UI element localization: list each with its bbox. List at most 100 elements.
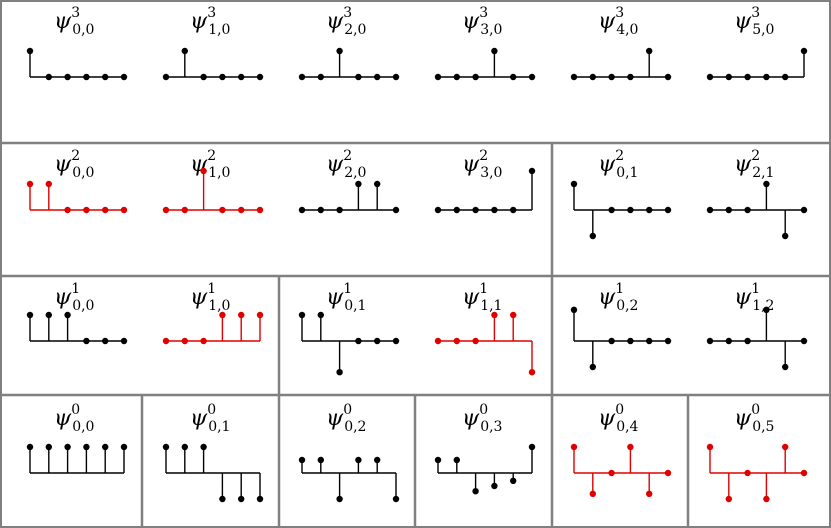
stem-plot-3-5-0: ψ3 5,0 xyxy=(706,5,808,81)
stem-marker xyxy=(763,73,770,81)
basis-label: ψ0 0,0 xyxy=(54,402,94,435)
stem-marker xyxy=(298,206,306,214)
stem-marker xyxy=(491,47,498,55)
stem-marker xyxy=(45,311,52,319)
stem-marker xyxy=(510,73,517,81)
stem-marker xyxy=(725,73,732,81)
stem-marker xyxy=(355,456,362,464)
stem-plot-3-2-0: ψ3 2,0 xyxy=(298,5,400,81)
stem-marker xyxy=(102,443,109,451)
basis-label: ψ3 2,0 xyxy=(326,5,366,38)
stem-marker xyxy=(706,73,714,81)
stem-marker xyxy=(219,73,226,81)
stem-plot-2-3-0: ψ2 3,0 xyxy=(434,148,536,214)
stem-marker xyxy=(181,206,188,214)
stem-marker xyxy=(219,495,226,503)
stem-plot-3-0-0: ψ3 0,0 xyxy=(26,5,128,81)
stem-marker xyxy=(219,206,226,214)
stem-marker xyxy=(664,337,672,345)
stem-marker xyxy=(120,73,128,81)
cell: ψ1 0,0 ψ1 1,0 xyxy=(26,281,264,345)
stem-marker xyxy=(317,456,324,464)
stem-marker xyxy=(570,443,578,451)
cell: ψ3 0,0 ψ3 1,0 ψ3 2,0 ψ3 3,0 ψ3 4,0 ψ3 5,0 xyxy=(26,5,808,81)
basis-label: ψ1 0,2 xyxy=(598,281,638,314)
cell: ψ1 0,1 ψ1 1,1 xyxy=(298,281,536,376)
stem-marker xyxy=(453,337,460,345)
stem-marker xyxy=(434,73,442,81)
stem-marker xyxy=(102,206,109,214)
stem-marker xyxy=(491,482,498,490)
stem-marker xyxy=(800,469,808,477)
stem-marker xyxy=(800,337,808,345)
stem-marker xyxy=(238,495,245,503)
cell: ψ2 0,0 ψ2 1,0 ψ2 2,0 ψ2 3,0 xyxy=(26,148,536,214)
stem-marker xyxy=(782,73,789,81)
stem-plot-1-0-2: ψ1 0,2 xyxy=(570,281,672,371)
stem-marker xyxy=(570,73,578,81)
stem-marker xyxy=(64,443,71,451)
cell: ψ0 0,1 xyxy=(162,402,264,503)
stem-marker xyxy=(317,73,324,81)
stem-plot-0-0-4: ψ0 0,4 xyxy=(570,402,672,497)
stem-marker xyxy=(181,47,188,55)
stem-marker xyxy=(120,206,128,214)
basis-label: ψ1 1,1 xyxy=(462,281,502,314)
stem-marker xyxy=(725,495,732,503)
stem-marker xyxy=(706,337,714,345)
stem-marker xyxy=(763,180,770,188)
stem-marker xyxy=(392,73,400,81)
stem-marker xyxy=(336,206,343,214)
stem-marker xyxy=(453,73,460,81)
stem-plot-1-1-0: ψ1 1,0 xyxy=(162,281,264,345)
stem-marker xyxy=(646,490,653,497)
stem-marker xyxy=(627,73,634,81)
stem-marker xyxy=(120,337,128,345)
stem-marker xyxy=(491,311,498,319)
stem-marker xyxy=(374,73,381,81)
stem-marker xyxy=(317,311,324,319)
stem-marker xyxy=(298,311,306,319)
stem-marker xyxy=(453,456,460,464)
stem-marker xyxy=(725,206,732,214)
stem-marker xyxy=(256,495,264,503)
stem-marker xyxy=(589,490,596,497)
stem-marker xyxy=(510,311,517,319)
stem-marker xyxy=(200,73,207,81)
stem-marker xyxy=(238,73,245,81)
stem-marker xyxy=(782,363,789,371)
cell: ψ0 0,3 xyxy=(434,402,536,495)
stem-marker xyxy=(706,443,714,451)
stem-marker xyxy=(510,477,517,484)
stem-plot-1-1-1: ψ1 1,1 xyxy=(434,281,536,376)
stem-plot-0-0-3: ψ0 0,3 xyxy=(434,402,536,495)
stem-marker xyxy=(162,443,170,451)
stem-marker xyxy=(26,443,34,451)
stem-marker xyxy=(336,369,343,376)
stem-plot-3-3-0: ψ3 3,0 xyxy=(434,5,536,81)
basis-label: ψ2 0,0 xyxy=(54,148,94,181)
basis-label: ψ2 2,0 xyxy=(326,148,366,181)
cell: ψ0 0,5 xyxy=(706,402,808,503)
basis-label: ψ0 0,2 xyxy=(326,402,366,435)
stem-marker xyxy=(392,337,400,345)
stem-marker xyxy=(45,73,52,81)
cell: ψ2 0,1 ψ2 2,1 xyxy=(570,148,808,240)
stem-marker xyxy=(392,495,400,503)
stem-marker xyxy=(200,337,207,345)
basis-label: ψ1 0,0 xyxy=(54,281,94,314)
stem-marker xyxy=(355,180,362,188)
stem-marker xyxy=(181,337,188,345)
stem-marker xyxy=(120,443,128,451)
stem-marker xyxy=(646,337,653,345)
cell: ψ0 0,2 xyxy=(298,402,400,503)
stem-marker xyxy=(64,206,71,214)
basis-label: ψ3 5,0 xyxy=(734,5,774,38)
stem-marker xyxy=(744,337,751,345)
basis-label: ψ0 0,5 xyxy=(734,402,774,435)
stem-plot-2-2-0: ψ2 2,0 xyxy=(298,148,400,214)
stem-marker xyxy=(528,73,536,81)
stem-marker xyxy=(434,337,442,345)
stem-marker xyxy=(664,469,672,477)
